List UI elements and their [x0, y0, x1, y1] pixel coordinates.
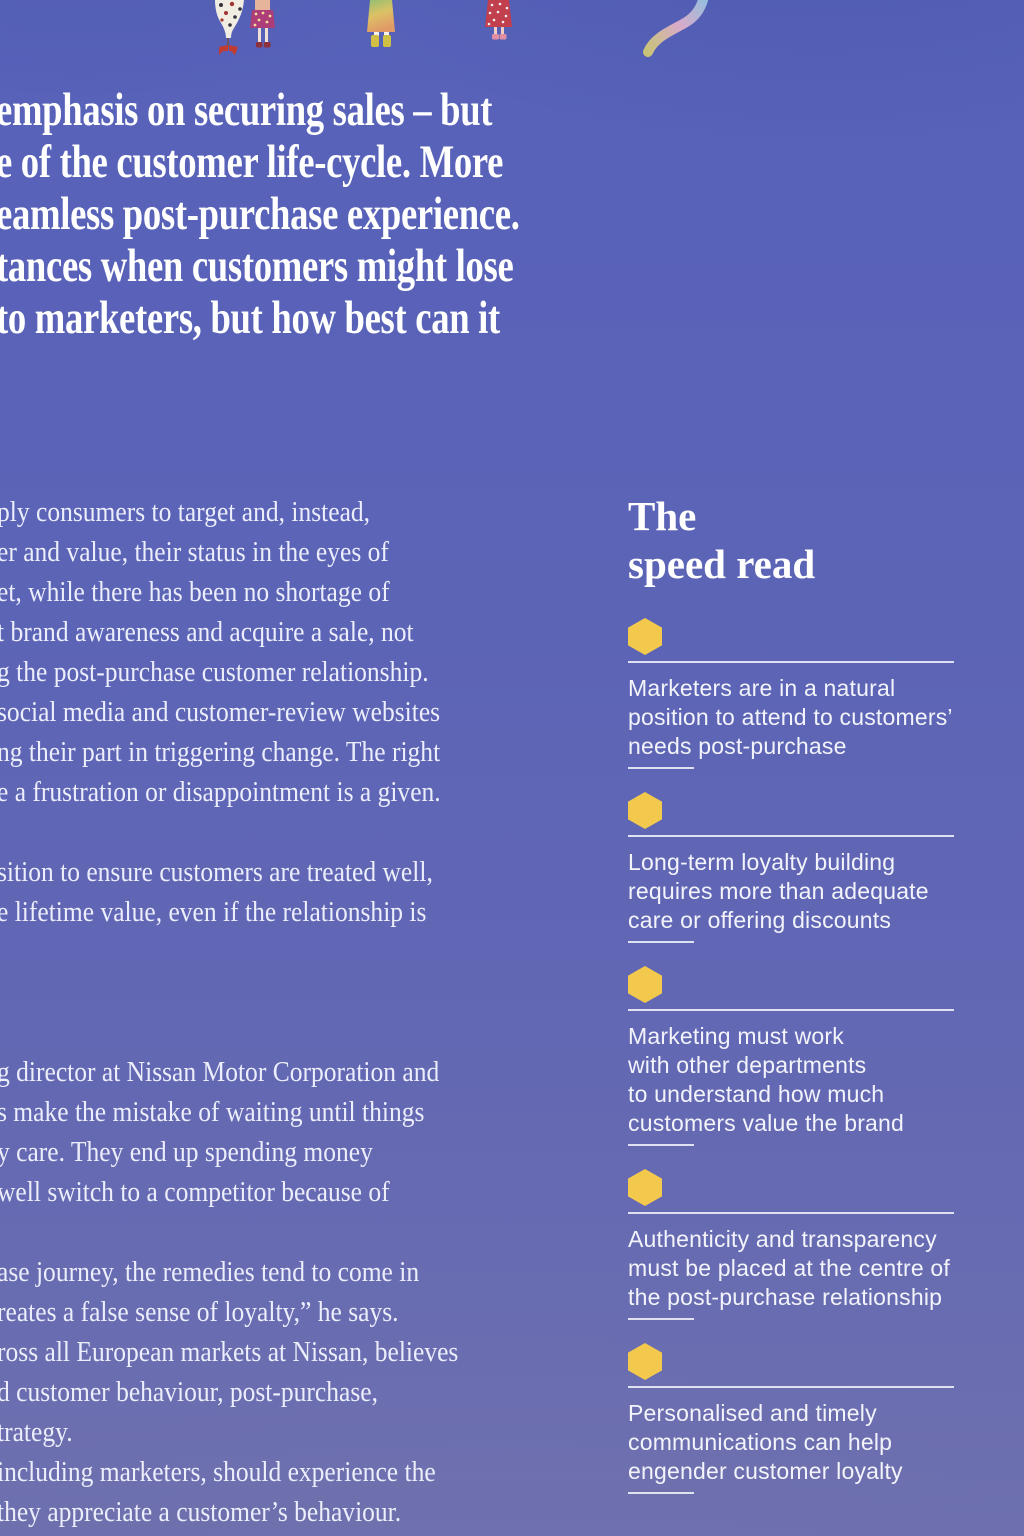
body-line: d customer behaviour, post-purchase,	[0, 1376, 378, 1408]
speed-read-line: communications can help	[628, 1429, 893, 1455]
hexagon-bullet-icon	[628, 792, 662, 829]
speed-read-line: care or offering discounts	[628, 907, 892, 933]
body-line: they appreciate a customer’s behaviour.	[0, 1496, 402, 1528]
item-end-rule	[628, 1492, 694, 1494]
speed-read-line: needs post-purchase	[628, 733, 847, 759]
speed-read-item-text: Authenticity and transparency must be pl…	[628, 1225, 962, 1312]
speed-read-item-text: Marketing must work with other departmen…	[628, 1022, 962, 1138]
speed-read-line: the post-purchase relationship	[628, 1284, 943, 1310]
item-divider-rule	[628, 1386, 954, 1388]
body-line: g the post-purchase customer relationshi…	[0, 656, 429, 688]
speed-read-item-text: Personalised and timely communications c…	[628, 1399, 962, 1486]
body-line: t brand awareness and acquire a sale, no…	[0, 616, 414, 648]
speed-read-title-line: speed read	[628, 541, 816, 587]
paragraph: g director at Nissan Motor Corporation a…	[0, 1052, 458, 1212]
hexagon-bullet-icon	[628, 618, 662, 655]
item-end-rule	[628, 767, 694, 769]
ribbon-squiggle-icon	[634, 0, 718, 64]
speed-read-items: Marketers are in a natural position to a…	[628, 618, 962, 1494]
speed-read-item: Personalised and timely communications c…	[628, 1343, 962, 1494]
hexagon-bullet-icon	[628, 1169, 662, 1206]
speed-read-item: Marketing must work with other departmen…	[628, 966, 962, 1146]
headline-line: e of the customer life-cycle. More	[0, 136, 504, 188]
headline-line: to marketers, but how best can it	[0, 292, 500, 344]
speed-read-item-text: Long-term loyalty building requires more…	[628, 848, 962, 935]
figure-gradient-dress-icon	[364, 0, 398, 48]
speed-read-line: position to attend to customers’	[628, 704, 953, 730]
paragraph: sition to ensure customers are treated w…	[0, 852, 458, 932]
speed-read-line: must be placed at the centre of	[628, 1255, 951, 1281]
body-line: ase journey, the remedies tend to come i…	[0, 1256, 420, 1288]
body-line: ply consumers to target and, instead,	[0, 496, 371, 528]
body-line: well switch to a competitor because of	[0, 1176, 390, 1208]
body-line: s make the mistake of waiting until thin…	[0, 1096, 425, 1128]
headline-line: eamless post-purchase experience.	[0, 188, 520, 240]
figure-magenta-skirt-icon	[248, 0, 276, 48]
body-line: e a frustration or disappointment is a g…	[0, 776, 441, 808]
speed-read-item: Long-term loyalty building requires more…	[628, 792, 962, 943]
speed-read-line: Long-term loyalty building	[628, 849, 896, 875]
item-end-rule	[628, 941, 694, 943]
body-line: e lifetime value, even if the relationsh…	[0, 896, 427, 928]
figure-white-spotted-outfit-icon	[208, 0, 250, 58]
article-body: ply consumers to target and, instead, er…	[0, 492, 458, 1532]
item-divider-rule	[628, 661, 954, 663]
headline: emphasis on securing sales – but e of th…	[0, 84, 520, 344]
body-line: ross all European markets at Nissan, bel…	[0, 1336, 459, 1368]
speed-read-line: engender customer loyalty	[628, 1458, 903, 1484]
headline-line: emphasis on securing sales – but	[0, 84, 493, 136]
speed-read-sidebar: The speed read Marketers are in a natura…	[628, 492, 962, 1517]
body-line: reates a false sense of loyalty,” he say…	[0, 1296, 399, 1328]
body-line: social media and customer-review website…	[0, 696, 441, 728]
body-line: y care. They end up spending money	[0, 1136, 373, 1168]
hexagon-bullet-icon	[628, 966, 662, 1003]
speed-read-line: Marketers are in a natural	[628, 675, 896, 701]
item-end-rule	[628, 1144, 694, 1146]
paragraph: ply consumers to target and, instead, er…	[0, 492, 458, 812]
item-end-rule	[628, 1318, 694, 1320]
speed-read-line: Authenticity and transparency	[628, 1226, 937, 1252]
item-divider-rule	[628, 835, 954, 837]
headline-line: tances when customers might lose	[0, 240, 514, 292]
speed-read-item: Authenticity and transparency must be pl…	[628, 1169, 962, 1320]
body-line: trategy.	[0, 1416, 73, 1448]
paragraph: ase journey, the remedies tend to come i…	[0, 1252, 458, 1532]
speed-read-line: with other departments	[628, 1052, 867, 1078]
body-line: ng their part in triggering change. The …	[0, 736, 441, 768]
speed-read-line: Personalised and timely	[628, 1400, 877, 1426]
speed-read-title-line: The	[628, 493, 697, 539]
hexagon-bullet-icon	[628, 1343, 662, 1380]
speed-read-line: to understand how much	[628, 1081, 885, 1107]
figure-red-dotted-dress-icon	[482, 0, 515, 41]
speed-read-title: The speed read	[628, 492, 962, 588]
body-line: er and value, their status in the eyes o…	[0, 536, 389, 568]
item-divider-rule	[628, 1212, 954, 1214]
body-line: including marketers, should experience t…	[0, 1456, 436, 1488]
speed-read-line: requires more than adequate	[628, 878, 929, 904]
speed-read-line: customers value the brand	[628, 1110, 905, 1136]
speed-read-item: Marketers are in a natural position to a…	[628, 618, 962, 769]
speed-read-line: Marketing must work	[628, 1023, 844, 1049]
body-line: et, while there has been no shortage of	[0, 576, 390, 608]
speed-read-item-text: Marketers are in a natural position to a…	[628, 674, 962, 761]
body-line: g director at Nissan Motor Corporation a…	[0, 1056, 440, 1088]
item-divider-rule	[628, 1009, 954, 1011]
body-line: sition to ensure customers are treated w…	[0, 856, 433, 888]
